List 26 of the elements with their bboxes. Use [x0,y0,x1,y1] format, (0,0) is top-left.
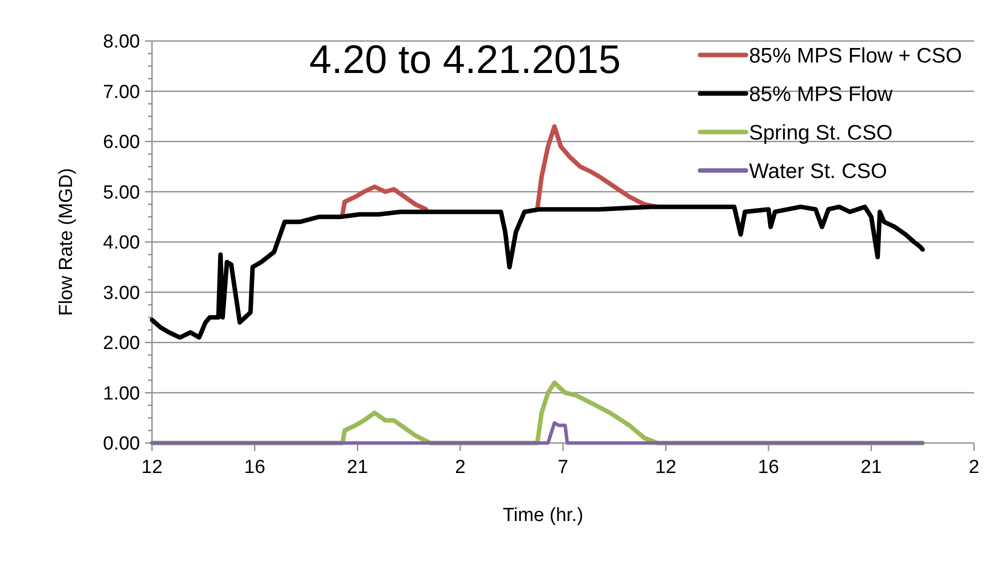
y-tick-label: 3.00 [103,282,140,304]
x-tick-label: 12 [655,457,676,478]
x-tick-label: 2 [968,457,980,478]
y-tick-label: 4.00 [103,232,140,254]
legend-label: Water St. CSO [749,160,888,183]
y-tick-label: 5.00 [103,182,140,204]
y-tick-label: 2.00 [103,333,140,354]
x-tick-label: 16 [244,457,266,478]
y-axis-title: Flow Rate (MGD) [56,168,77,316]
line-series [150,204,925,340]
x-axis-title: Time (hr.) [502,505,584,526]
y-tick-label: 6.00 [103,132,140,154]
legend-label: 85% MPS Flow + CSO [749,44,962,68]
legend-label: Spring St. CSO [749,121,893,144]
y-tick-label: 8.00 [103,32,140,53]
x-tick-label: 7 [558,457,568,478]
y-tick-label: 0.00 [103,434,140,455]
x-tick-label: 16 [758,457,780,478]
x-tick-label: 2 [454,457,466,478]
chart-title: 4.20 to 4.21.2015 [309,38,621,82]
x-tick-label: 21 [860,457,882,478]
y-tick-label: 7.00 [103,82,140,103]
x-tick-label: 12 [141,457,163,478]
x-tick-label: 21 [346,457,368,478]
legend-label: 85% MPS Flow [749,82,894,106]
y-tick-label: 1.00 [103,383,140,404]
